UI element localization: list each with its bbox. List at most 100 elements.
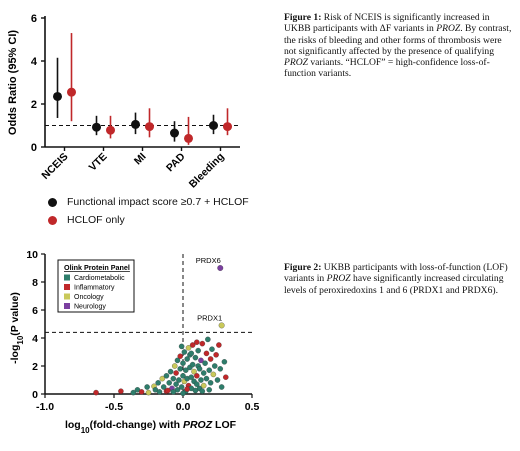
panel-legend-swatch [64,274,70,281]
or-point [53,91,62,101]
protein-point [192,387,199,394]
caption-gene: PROZ [436,23,461,35]
protein-point [170,389,177,395]
y-tick-label: 4 [31,56,38,68]
protein-point [176,377,182,383]
x-tick-label: -1.0 [36,401,54,413]
protein-point [200,382,207,389]
protein-point [144,384,150,390]
or-point [131,119,140,129]
protein-point [93,389,99,396]
caption-text: UKBB participants with loss-of-function … [284,262,508,285]
legend-marker-red [48,215,57,225]
protein-point [199,388,206,394]
protein-point [217,366,224,372]
protein-point [171,363,178,369]
protein-point [196,366,203,372]
protein-point [178,384,185,390]
protein-point [180,360,186,366]
protein-point [138,389,145,395]
or-point [223,122,232,132]
protein-point [194,339,200,345]
legend-marker-black [48,197,57,207]
legend-label-functional: Functional impact score ≥0.7 + HCLOF [67,196,249,208]
or-point [106,125,115,135]
protein-point [221,359,228,365]
protein-point [180,373,186,379]
y-tick-label: 6 [31,13,37,25]
or-point [67,87,76,97]
protein-point-label: PRDX6 [196,256,221,265]
protein-point [118,388,124,394]
figure-1-label: Figure 1: [284,12,322,23]
protein-point [202,360,208,366]
protein-point [130,389,137,396]
caption-text: Risk of NCEIS is significantly increased… [284,12,490,35]
protein-point [195,347,201,354]
x-tick-label: 0.0 [176,401,191,413]
panel-legend-title: Olink Protein Panel [64,263,130,272]
protein-point [145,389,152,396]
x-tick-label: 0.5 [245,401,260,413]
protein-point [167,368,174,375]
caption-delta: ΔF [379,23,392,35]
y-tick-label: 4 [32,333,38,345]
protein-point [211,363,218,369]
protein-point [188,350,195,357]
protein-point [189,342,196,348]
x-tick-label: -0.5 [105,401,123,413]
odds-ratio-plot: 0 2 4 6 Odds Ratio (95% CI) NCEIS VTE MI PAD Blee… [7,13,240,190]
panel-legend-label: Inflammatory [74,285,115,292]
protein-point [213,352,219,358]
protein-point [156,389,163,395]
caption-gene: PROZ [326,273,351,285]
y-tick-label: 0 [31,142,37,154]
protein-point [191,368,197,375]
protein-point [218,384,225,390]
protein-point [206,387,212,393]
protein-point [170,375,177,382]
protein-point [200,370,207,376]
protein-point [214,377,221,383]
protein-point [163,373,170,379]
protein-point [203,375,210,382]
protein-point [184,356,190,362]
figure-1-caption: Figure 1: Risk of NCEIS is significantly… [284,12,512,80]
volcano-chart: 0 2 4 6 8 10 -1.0 -0.5 0.0 0.5 -log10(P value) log1… [0,246,270,446]
protein-point [185,345,192,351]
caption-text: variants. “HCLOF” = high-confidence loss… [284,57,490,80]
legend-label-hclof: HCLOF only [67,214,125,226]
protein-point [188,374,195,380]
protein-point [205,336,211,343]
protein-point [177,366,183,372]
panel-legend-swatch [64,293,70,300]
panel-legend-label: Neurology [74,304,106,311]
or-point [209,121,218,130]
x-tick-label: VTE [87,151,110,174]
protein-point [207,356,214,362]
figure-2-caption: Figure 2: UKBB participants with loss-of… [284,262,512,296]
y-tick-label: 10 [26,249,38,261]
protein-point [189,361,196,368]
highlighted-protein-point [217,265,224,271]
protein-point [192,354,199,361]
panel-legend-swatch [64,284,70,290]
protein-point [210,371,217,378]
protein-point [155,380,161,386]
y-tick-label: 0 [32,389,38,401]
protein-point [198,357,204,364]
caption-text: have significantly increased circulating… [284,273,504,296]
panel-legend-label: Oncology [74,294,104,301]
x-tick-label: NCEIS [39,151,70,182]
protein-point [159,375,166,382]
x-tick-label: MI [132,151,149,168]
odds-ratio-chart: 0 2 4 6 Odds Ratio (95% CI) NCEIS VTE MI PAD Blee… [0,0,270,236]
caption-text: variants in [391,23,437,35]
protein-point [174,357,181,364]
y-axis-label: Odds Ratio (95% CI) [7,30,19,135]
protein-point [173,370,179,376]
protein-point [206,367,212,373]
protein-point [223,374,229,380]
figure-2-label: Figure 2: [284,262,322,273]
y-tick-label: 6 [32,305,38,317]
